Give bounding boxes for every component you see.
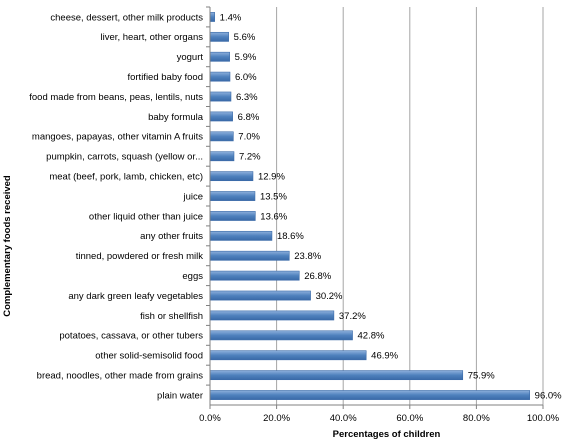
x-tick-label: 60.0% [396, 413, 423, 424]
data-label: 23.8% [294, 251, 321, 262]
category-label: fish or shellfish [140, 311, 203, 322]
bar [210, 152, 234, 161]
category-label: food made from beans, peas, lentils, nut… [29, 92, 203, 103]
x-tick-label: 80.0% [463, 413, 490, 424]
data-label: 46.9% [371, 351, 398, 362]
bar [210, 191, 255, 200]
category-label: plain water [157, 390, 203, 401]
category-label: fortified baby food [127, 72, 203, 83]
category-label: other solid-semisolid food [95, 351, 203, 362]
bar [210, 231, 272, 240]
data-label: 12.9% [258, 171, 285, 182]
data-label: 42.8% [358, 331, 385, 342]
data-label: 30.2% [316, 291, 343, 302]
data-label: 6.8% [238, 112, 260, 123]
bar [210, 311, 334, 320]
bar [210, 92, 231, 101]
bar [210, 72, 230, 81]
data-label: 5.6% [234, 32, 256, 43]
gridlines [206, 7, 543, 409]
data-label: 6.3% [236, 92, 258, 103]
data-label: 5.9% [235, 52, 257, 63]
data-label: 1.4% [220, 12, 242, 23]
category-label: yogurt [177, 52, 204, 63]
bar [210, 132, 233, 141]
bar [210, 371, 463, 380]
category-label: tinned, powdered or fresh milk [76, 251, 204, 262]
data-label: 37.2% [339, 311, 366, 322]
y-axis-title: Complementary foods received [2, 175, 13, 317]
category-label: baby formula [148, 112, 204, 123]
data-labels: 1.4% 5.6% 5.9% 6.0% 6.3% 6.8% 7.0% 7.2% 12.9% 13.… [220, 12, 563, 401]
bar [210, 172, 253, 181]
x-tick-label: 100.0% [527, 413, 560, 424]
x-tick-label: 40.0% [330, 413, 357, 424]
bar [210, 112, 233, 121]
bar [210, 271, 299, 280]
data-label: 13.6% [260, 211, 287, 222]
bar [210, 12, 215, 21]
category-label: pumpkin, carrots, squash (yellow or... [46, 152, 203, 163]
data-label: 26.8% [304, 271, 331, 282]
category-label: any dark green leafy vegetables [68, 291, 203, 302]
category-label: liver, heart, other organs [101, 32, 204, 43]
data-label: 96.0% [535, 390, 562, 401]
bar [210, 32, 229, 41]
category-label: bread, noodles, other made from grains [37, 370, 204, 381]
x-axis-title: Percentages of children [333, 429, 441, 439]
category-label: other liquid other than juice [89, 211, 203, 222]
bar [210, 211, 255, 220]
bar [210, 251, 289, 260]
data-label: 7.0% [238, 132, 260, 143]
data-label: 6.0% [235, 72, 257, 83]
category-labels: cheese, dessert, other milk products live… [29, 12, 203, 401]
category-label: eggs [182, 271, 203, 282]
data-label: 18.6% [277, 231, 304, 242]
category-label: potatoes, cassava, or other tubers [59, 331, 203, 342]
category-label: juice [182, 191, 203, 202]
bar [210, 351, 366, 360]
x-tick-labels: 0.0% 20.0% 40.0% 60.0% 80.0% 100.0% [199, 413, 559, 424]
bar [210, 390, 530, 399]
x-tick-label: 20.0% [263, 413, 290, 424]
data-label: 13.5% [260, 191, 287, 202]
category-label: cheese, dessert, other milk products [50, 12, 203, 23]
category-label: mangoes, papayas, other vitamin A fruits [32, 132, 203, 143]
bar [210, 331, 353, 340]
data-label: 7.2% [239, 152, 261, 163]
x-tick-label: 0.0% [199, 413, 221, 424]
category-label: meat (beef, pork, lamb, chicken, etc) [49, 171, 203, 182]
category-label: any other fruits [140, 231, 203, 242]
bar [210, 291, 311, 300]
bar [210, 52, 230, 61]
data-label: 75.9% [468, 370, 495, 381]
